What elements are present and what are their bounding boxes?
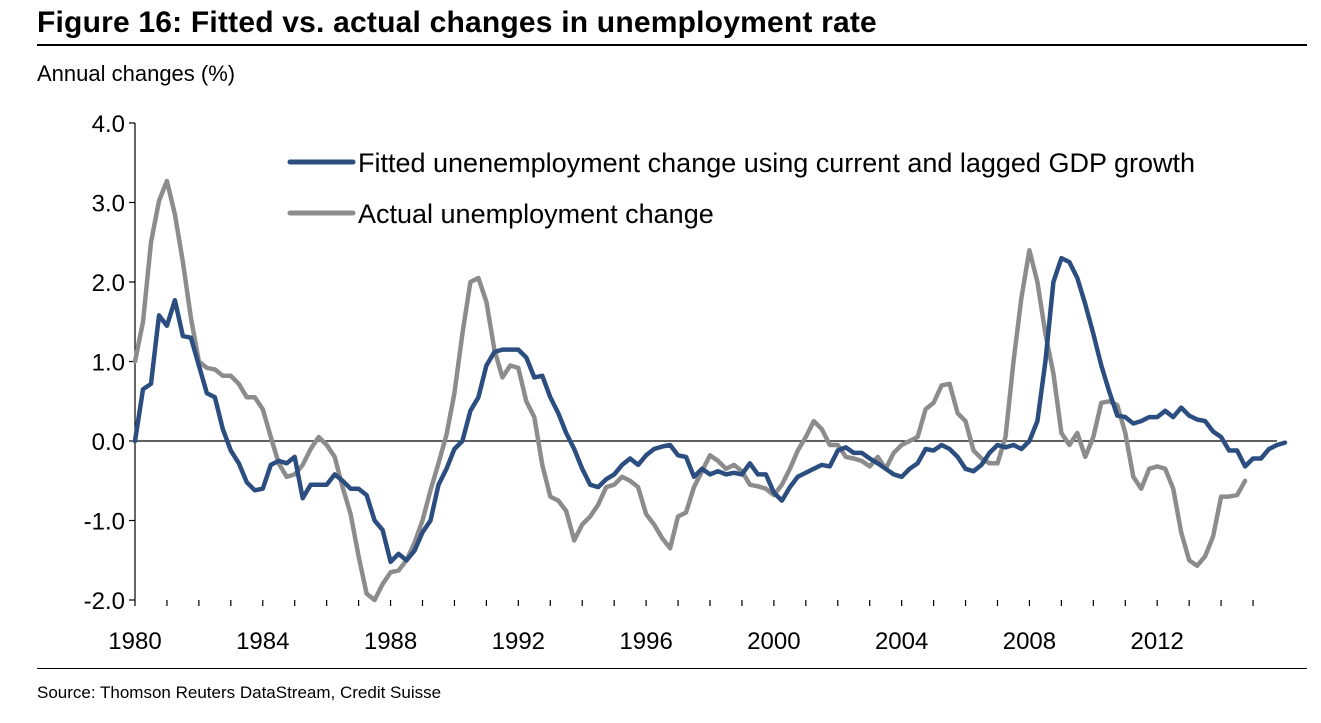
chart-axes: 4.0 3.0 2.0 1.0 0.0 -1.0 -2.0 1980 1984 1988 1992 1… — [84, 111, 1277, 655]
series-line — [132, 178, 1248, 603]
source-note: Source: Thomson Reuters DataStream, Cred… — [37, 683, 442, 702]
x-tick-label: 1992 — [492, 628, 545, 655]
x-tick-label: 1988 — [364, 628, 417, 655]
line-chart: 4.0 3.0 2.0 1.0 0.0 -1.0 -2.0 1980 1984 1988 1992 1… — [84, 111, 1288, 655]
chart-series — [132, 178, 1288, 603]
x-tick-label: 1984 — [236, 628, 289, 655]
y-axis-unit-label: Annual changes (%) — [37, 61, 236, 86]
x-tick-label: 2004 — [875, 628, 928, 655]
series-line — [132, 255, 1288, 565]
source-rule — [37, 668, 1307, 669]
x-tick-label: 1996 — [619, 628, 672, 655]
chart-title: Figure 16: Fitted vs. actual changes in … — [37, 6, 877, 39]
y-tick-label: 1.0 — [92, 350, 125, 377]
y-tick-label: -2.0 — [84, 588, 125, 615]
y-tick-label: 3.0 — [92, 191, 125, 218]
y-tick-label: -1.0 — [84, 509, 125, 536]
y-tick-label: 0.0 — [92, 429, 125, 456]
x-tick-label: 1980 — [108, 628, 161, 655]
legend-label: Fitted unenemployment change using curre… — [358, 148, 1195, 178]
x-tick-label: 2000 — [747, 628, 800, 655]
title-rule — [37, 44, 1307, 46]
chart-legend: Fitted unenemployment change using curre… — [287, 148, 1195, 229]
x-tick-label: 2012 — [1131, 628, 1184, 655]
legend-label: Actual unemployment change — [358, 199, 714, 229]
y-tick-label: 2.0 — [92, 270, 125, 297]
x-tick-label: 2008 — [1003, 628, 1056, 655]
y-tick-label: 4.0 — [92, 111, 125, 138]
